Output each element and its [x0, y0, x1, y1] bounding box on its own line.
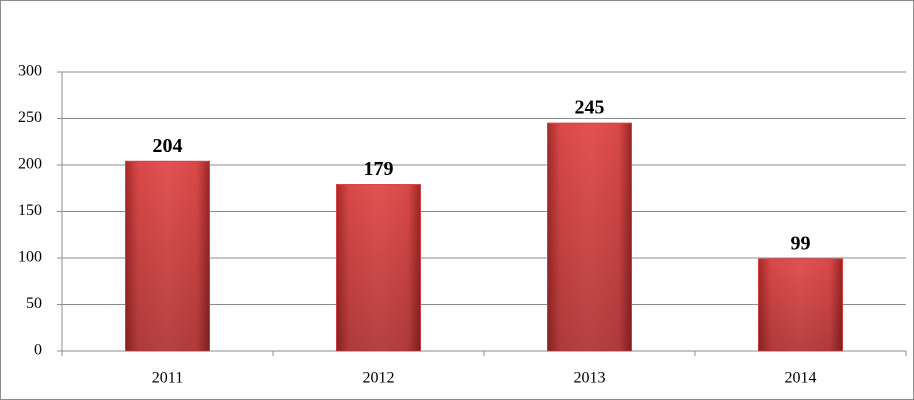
value-label: 245 [575, 97, 605, 119]
y-tick-label: 250 [18, 109, 42, 126]
y-tick-label: 150 [18, 202, 42, 219]
bar [125, 160, 210, 352]
bar [758, 258, 843, 352]
value-label: 99 [791, 233, 811, 255]
y-tick-label: 300 [18, 63, 42, 80]
x-tick-label: 2011 [152, 370, 183, 387]
x-tick-label: 2014 [785, 370, 817, 387]
y-tick-label: 50 [26, 295, 42, 312]
x-tick-label: 2012 [363, 370, 395, 387]
bar [547, 122, 632, 352]
bar [336, 184, 421, 352]
value-label: 204 [153, 135, 183, 157]
x-tick-label: 2013 [574, 370, 606, 387]
value-label: 179 [364, 158, 394, 180]
y-tick-label: 0 [34, 342, 42, 359]
y-tick-label: 100 [18, 249, 42, 266]
y-tick-label: 200 [18, 156, 42, 173]
